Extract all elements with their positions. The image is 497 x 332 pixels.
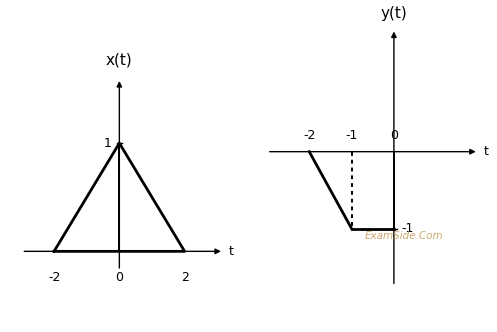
Text: -1: -1 xyxy=(402,222,414,235)
Text: -1: -1 xyxy=(345,129,358,142)
Text: -2: -2 xyxy=(48,271,60,284)
Text: ExamSide.Com: ExamSide.Com xyxy=(364,231,443,241)
Text: y(t): y(t) xyxy=(381,6,408,21)
Text: t: t xyxy=(484,145,489,158)
Text: t: t xyxy=(229,245,234,258)
Text: -2: -2 xyxy=(303,129,316,142)
Text: 0: 0 xyxy=(390,129,398,142)
Text: 1: 1 xyxy=(103,137,111,150)
Text: 0: 0 xyxy=(115,271,123,284)
Text: x(t): x(t) xyxy=(106,52,133,67)
Text: 2: 2 xyxy=(181,271,188,284)
